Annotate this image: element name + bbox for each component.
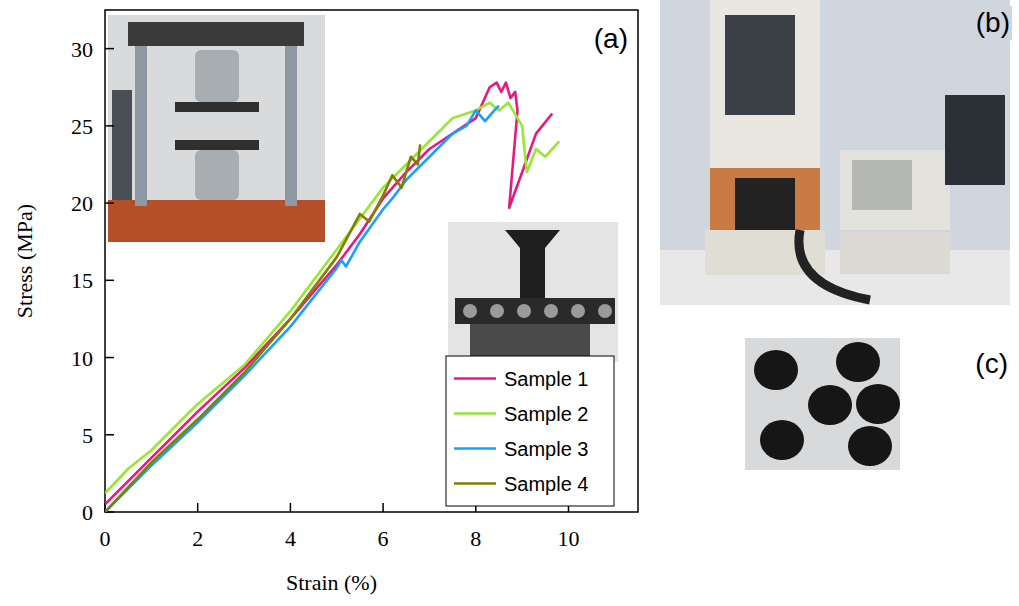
photo-dogbone bbox=[505, 230, 560, 300]
figure: 0 2 4 6 8 10 0 5 10 15 20 25 30 Strain (%) Stress (MPa… bbox=[0, 0, 1019, 606]
photo-disc bbox=[856, 384, 900, 424]
photo-bolt bbox=[544, 304, 558, 318]
photo-bolt bbox=[463, 304, 477, 318]
legend: Sample 1 Sample 2 Sample 3 Sample 4 bbox=[446, 356, 614, 506]
plot-frame bbox=[105, 10, 638, 512]
series-line bbox=[105, 106, 499, 512]
y-tick-label: 30 bbox=[71, 37, 93, 62]
photo-bolt bbox=[517, 304, 531, 318]
legend-label: Sample 2 bbox=[504, 403, 589, 425]
photo-sample-holder bbox=[735, 178, 795, 230]
photo-disc bbox=[836, 342, 880, 382]
y-tick bbox=[105, 125, 114, 127]
x-tick bbox=[290, 503, 292, 512]
inset-photo-machine bbox=[108, 15, 325, 242]
photo-furnace bbox=[710, 0, 820, 170]
photo-grip bbox=[175, 140, 259, 150]
x-tick-label: 8 bbox=[470, 526, 481, 551]
y-tick bbox=[105, 48, 114, 50]
legend-swatch bbox=[454, 377, 496, 380]
photo-column bbox=[135, 46, 147, 206]
photo-grip bbox=[175, 102, 259, 112]
y-tick-label: 15 bbox=[71, 268, 93, 293]
x-axis-title: Strain (%) bbox=[286, 570, 377, 595]
y-tick bbox=[105, 434, 114, 436]
y-tick bbox=[105, 280, 114, 282]
y-axis-title: Stress (MPa) bbox=[12, 204, 37, 318]
photo-disc bbox=[808, 385, 852, 425]
photo-crosshead bbox=[128, 22, 304, 46]
photo-side bbox=[112, 90, 132, 200]
legend-label: Sample 4 bbox=[504, 473, 589, 495]
photo-unit bbox=[840, 232, 950, 274]
panel-letter-bg bbox=[968, 6, 1012, 40]
photo-samples bbox=[745, 338, 900, 470]
y-tick-label: 0 bbox=[82, 500, 93, 525]
x-tick-label: 6 bbox=[378, 526, 389, 551]
photo-disc bbox=[760, 420, 804, 460]
data-lines bbox=[105, 83, 559, 512]
photo-bolt bbox=[598, 304, 612, 318]
photo-disc bbox=[848, 426, 892, 466]
photo-instrument bbox=[660, 0, 1010, 305]
x-tick-label: 2 bbox=[192, 526, 203, 551]
photo-clamp bbox=[455, 298, 615, 324]
photo-bg bbox=[448, 222, 618, 362]
series-line bbox=[105, 144, 420, 512]
photo-bg bbox=[745, 338, 900, 470]
photo-panel bbox=[725, 15, 795, 115]
x-tick bbox=[382, 503, 384, 512]
photo-grip bbox=[195, 50, 239, 102]
y-tick-label: 10 bbox=[71, 346, 93, 371]
legend-swatch bbox=[454, 447, 496, 450]
y-tick bbox=[105, 202, 114, 204]
photo-controller bbox=[840, 150, 950, 230]
y-tick-label: 5 bbox=[82, 423, 93, 448]
inset-photo-specimen bbox=[448, 222, 618, 362]
panel-letter: (c) bbox=[975, 348, 1008, 379]
photo-bg bbox=[660, 0, 1010, 305]
x-tick bbox=[197, 503, 199, 512]
y-tick-label: 25 bbox=[71, 114, 93, 139]
photo-grip bbox=[195, 150, 239, 200]
photo-bolt bbox=[571, 304, 585, 318]
photo-bolt bbox=[490, 304, 504, 318]
photo-cable bbox=[799, 230, 870, 300]
legend-swatch bbox=[454, 412, 496, 415]
photo-disc bbox=[754, 350, 798, 390]
y-tick-label: 20 bbox=[71, 191, 93, 216]
legend-label: Sample 1 bbox=[504, 368, 589, 390]
photo-base bbox=[108, 200, 325, 242]
photo-screen bbox=[852, 160, 912, 210]
legend-label: Sample 3 bbox=[504, 438, 589, 460]
photo-column bbox=[285, 46, 297, 206]
photo-heater bbox=[710, 168, 820, 230]
panel-letter: (b) bbox=[976, 7, 1010, 38]
x-tick-label: 0 bbox=[100, 526, 111, 551]
photo-monitor bbox=[945, 95, 1005, 185]
photo-bg bbox=[108, 15, 325, 242]
y-tick bbox=[105, 357, 114, 359]
panel-letter: (a) bbox=[594, 23, 628, 54]
legend-box bbox=[446, 356, 614, 506]
x-tick-label: 10 bbox=[557, 526, 579, 551]
legend-swatch bbox=[454, 482, 496, 485]
x-tick-label: 4 bbox=[285, 526, 296, 551]
